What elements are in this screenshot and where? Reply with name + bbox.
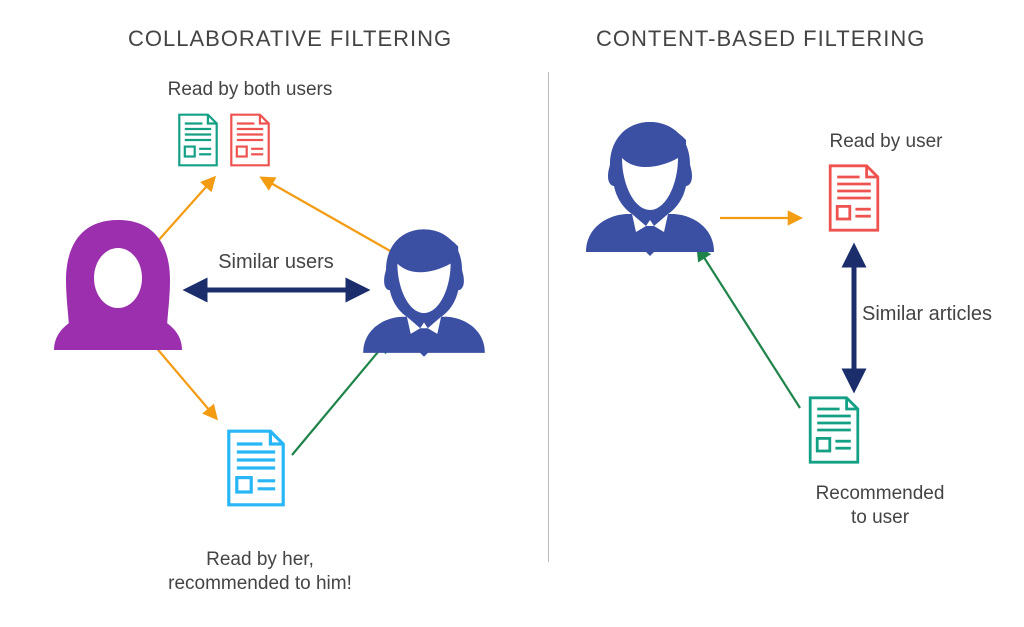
label-similar-articles: Similar articles [862, 302, 1024, 327]
arrow-woman-to-skydoc [148, 338, 216, 418]
vertical-divider [548, 72, 549, 562]
label-recommended-l2: to user [851, 507, 909, 528]
arrow-woman-to-docs [148, 178, 214, 252]
label-read-both: Read by both users [150, 78, 350, 102]
label-read-her-l1: Read by her, [206, 549, 314, 570]
doc-both-teal-icon [179, 115, 216, 166]
label-recommended-l1: Recommended [816, 483, 945, 504]
man-user-left-icon [363, 229, 485, 356]
doc-both-red-icon [231, 115, 268, 166]
woman-user-icon [54, 220, 182, 350]
label-recommended: Recommended to user [790, 482, 970, 530]
doc-sky-icon [229, 431, 283, 505]
label-read-her-l2: recommended to him! [168, 573, 352, 594]
diagram-stage: COLLABORATIVE FILTERING CONTENT-BASED FI… [0, 0, 1024, 627]
doc-rec-teal-icon [810, 398, 858, 462]
arrow-tealdoc-to-user [698, 248, 800, 408]
arrow-man-to-docs [262, 178, 392, 252]
label-read-her: Read by her, recommended to him! [135, 548, 385, 596]
arrow-skydoc-to-man [292, 340, 388, 455]
label-similar-users: Similar users [196, 250, 356, 275]
content-title: CONTENT-BASED FILTERING [596, 26, 925, 52]
man-user-right-icon [586, 122, 714, 256]
label-read-user: Read by user [806, 130, 966, 154]
collab-title: COLLABORATIVE FILTERING [128, 26, 452, 52]
doc-read-red-icon [830, 166, 878, 230]
